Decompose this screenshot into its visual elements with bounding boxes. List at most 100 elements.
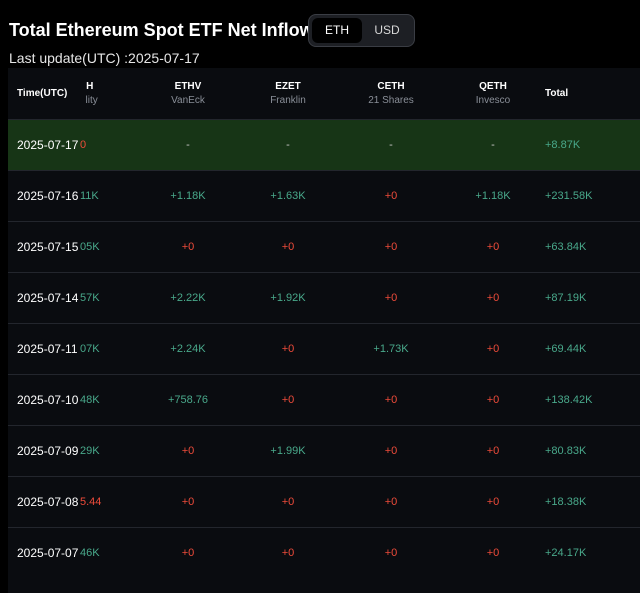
last-update-label: Last update(UTC) :2025-07-17: [9, 50, 200, 66]
cell-qeth: +0: [486, 343, 500, 355]
cell-qeth: +1.18K: [475, 190, 511, 202]
cell-date: 2025-07-07: [17, 546, 79, 560]
cell-ethv: +2.24K: [170, 343, 206, 355]
cell-value: 11K: [80, 190, 99, 202]
cell-total: +24.17K: [545, 547, 587, 559]
column-issuer: VanEck: [171, 94, 205, 106]
cell-fidelity: 11K: [80, 171, 110, 221]
cell-qeth: +0: [486, 241, 500, 253]
cell-date: 2025-07-16: [17, 189, 79, 203]
cell-qeth: +0: [486, 445, 500, 457]
column-header-ethv[interactable]: ETHV VanEck: [138, 68, 238, 118]
cell-ceth: +0: [384, 241, 398, 253]
cell-total: +231.58K: [545, 190, 593, 202]
column-issuer: 21 Shares: [368, 94, 414, 106]
cell-qeth: +0: [486, 496, 500, 508]
cell-fidelity: 57K: [80, 273, 110, 323]
column-header-ezet[interactable]: EZET Franklin: [238, 68, 338, 118]
column-header-ceth[interactable]: CETH 21 Shares: [341, 68, 441, 118]
cell-ezet: +1.92K: [270, 292, 306, 304]
table-row[interactable]: 2025-07-09 29K +0 +1.99K +0 +0 +80.83K: [8, 425, 640, 476]
column-code: TH: [80, 80, 94, 92]
table-row[interactable]: 2025-07-07 46K +0 +0 +0 +0 +24.17K: [8, 527, 640, 578]
page-title: Total Ethereum Spot ETF Net Inflow ETH: [9, 20, 355, 40]
cell-fidelity: 46K: [80, 528, 110, 578]
column-issuer: Invesco: [475, 94, 511, 106]
column-code: CETH: [377, 80, 405, 92]
cell-fidelity: 05K: [80, 222, 110, 272]
column-code: EZET: [275, 80, 301, 92]
cell-ceth: +1.73K: [373, 343, 409, 355]
eth-toggle-button[interactable]: ETH: [312, 18, 362, 43]
column-header-fidelity[interactable]: TH elity: [80, 68, 110, 118]
cell-date: 2025-07-14: [17, 291, 79, 305]
cell-ceth: +0: [384, 292, 398, 304]
cell-fidelity: 0: [80, 120, 110, 170]
cell-ceth: +0: [384, 394, 398, 406]
column-header-total[interactable]: Total: [545, 68, 640, 118]
table-row[interactable]: 2025-07-17 0 - - - - +8.87K: [8, 119, 640, 170]
column-code: QETH: [479, 80, 507, 92]
column-header-qeth[interactable]: QETH Invesco: [443, 68, 543, 118]
usd-toggle-button[interactable]: USD: [374, 23, 400, 37]
cell-date: 2025-07-17: [8, 120, 86, 170]
column-header-time[interactable]: Time(UTC): [8, 68, 86, 118]
cell-value: 05K: [80, 241, 100, 253]
cell-ethv: +0: [181, 241, 195, 253]
table-row[interactable]: 2025-07-14 57K +2.22K +1.92K +0 +0 +87.19K: [8, 272, 640, 323]
cell-value: 5.44: [80, 496, 102, 508]
cell-ethv: -: [186, 139, 190, 151]
table-row[interactable]: 2025-07-08 5.44 +0 +0 +0 +0 +18.38K: [8, 476, 640, 527]
cell-date: 2025-07-11: [17, 342, 78, 356]
cell-ezet: +0: [281, 394, 295, 406]
cell-value: 57K: [80, 292, 100, 304]
cell-fidelity: 5.44: [80, 477, 110, 527]
cell-qeth: +0: [486, 292, 500, 304]
cell-ezet: +0: [281, 547, 295, 559]
table-row[interactable]: 2025-07-10 48K +758.76 +0 +0 +0 +138.42K: [8, 374, 640, 425]
cell-value: 29K: [80, 445, 100, 457]
cell-total: +138.42K: [545, 394, 593, 406]
cell-value: 07K: [80, 343, 100, 355]
cell-total: +69.44K: [545, 343, 587, 355]
cell-ezet: +1.63K: [270, 190, 306, 202]
cell-ceth: +0: [384, 496, 398, 508]
cell-ceth: +0: [384, 190, 398, 202]
cell-ethv: +1.18K: [170, 190, 206, 202]
cell-fidelity: 48K: [80, 375, 110, 425]
column-issuer: elity: [80, 94, 98, 106]
cell-ceth: +0: [384, 547, 398, 559]
cell-qeth: +0: [486, 394, 500, 406]
cell-ethv: +0: [181, 445, 195, 457]
cell-ethv: +0: [181, 496, 195, 508]
cell-qeth: +0: [486, 547, 500, 559]
cell-value: 0: [80, 139, 87, 151]
cell-ezet: +0: [281, 496, 295, 508]
cell-date: 2025-07-09: [17, 444, 79, 458]
etf-flow-table[interactable]: Time(UTC) TH elity ETHV VanEck EZET Fran…: [8, 68, 640, 593]
table-row[interactable]: 2025-07-16 11K +1.18K +1.63K +0 +1.18K +231.58…: [8, 170, 640, 221]
cell-ethv: +2.22K: [170, 292, 206, 304]
cell-ceth: -: [389, 139, 393, 151]
cell-date: 2025-07-10: [17, 393, 79, 407]
cell-total: +63.84K: [545, 241, 587, 253]
cell-qeth: -: [491, 139, 495, 151]
cell-total: +87.19K: [545, 292, 587, 304]
column-code: ETHV: [174, 80, 202, 92]
cell-total: +80.83K: [545, 445, 587, 457]
cell-ethv: +758.76: [167, 394, 209, 406]
cell-date: 2025-07-08: [17, 495, 79, 509]
cell-ethv: +0: [181, 547, 195, 559]
cell-total: +8.87K: [545, 139, 581, 151]
cell-ezet: -: [286, 139, 290, 151]
table-row[interactable]: 2025-07-15 05K +0 +0 +0 +0 +63.84K: [8, 221, 640, 272]
column-issuer: Franklin: [270, 94, 306, 106]
cell-total: +18.38K: [545, 496, 587, 508]
header: Total Ethereum Spot ETF Net Inflow ETH E…: [0, 0, 640, 72]
cell-ezet: +0: [281, 241, 295, 253]
currency-toggle[interactable]: ETH USD: [308, 14, 415, 47]
cell-ceth: +0: [384, 445, 398, 457]
cell-fidelity: 29K: [80, 426, 110, 476]
table-row[interactable]: 2025-07-11 07K +2.24K +0 +1.73K +0 +69.44K: [8, 323, 640, 374]
